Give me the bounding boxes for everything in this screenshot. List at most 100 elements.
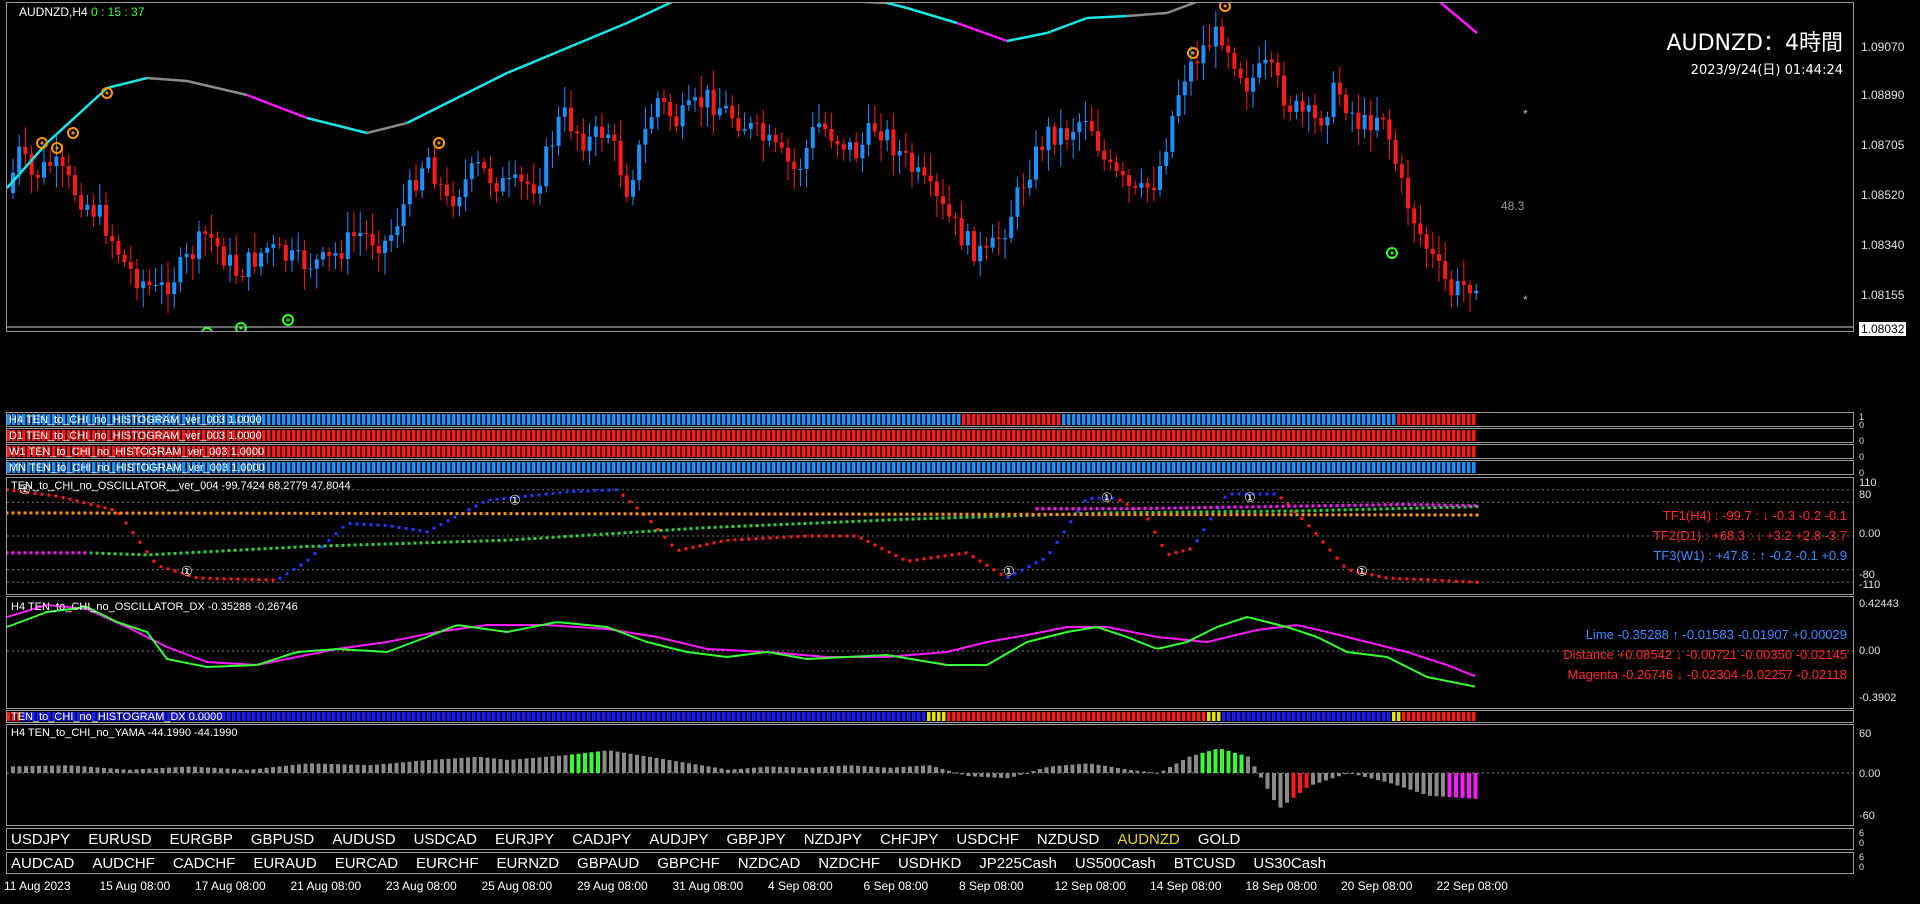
yama-bar (570, 754, 574, 773)
price-tick: 1.09070 (1861, 40, 1905, 54)
symbol-button-gbpjpy[interactable]: GBPJPY (726, 831, 786, 848)
symbol-button-nzdchf[interactable]: NZDCHF (818, 855, 880, 872)
symbol-button-eurusd[interactable]: EURUSD (88, 831, 152, 848)
histogram-bar (797, 462, 801, 473)
yama-bar (849, 765, 854, 773)
tf3-dot (575, 512, 579, 516)
histogram-bar (147, 414, 151, 425)
candle-body (1182, 81, 1187, 96)
symbol-button-us500cash[interactable]: US500Cash (1074, 855, 1156, 872)
oscillator-label: TEN_to_CHI_no_OSCILLATOR__ver_004 -99.74… (11, 480, 351, 492)
candle-body (172, 282, 177, 295)
histogram-bar (1207, 414, 1211, 425)
histogram-bar (172, 446, 176, 457)
histogram-bar (1467, 462, 1471, 473)
tf-magenta-dot (1437, 503, 1441, 507)
histogram-dx-bar (1132, 712, 1136, 721)
tf-magenta-dot (1065, 507, 1069, 511)
histogram-bar (1177, 446, 1181, 457)
histogram-dx-bar (72, 712, 76, 721)
time-axis[interactable]: 11 Aug 2023 15 Aug 08:00 17 Aug 08:00 21 Au… (0, 876, 1920, 904)
histogram-bar (47, 462, 51, 473)
tf3-dot (1085, 512, 1089, 516)
symbol-button-audnzd[interactable]: AUDNZD (1117, 831, 1180, 848)
histogram-strip-mn[interactable]: MN TEN_to_CHI_no_HISTOGRAM_ver_003 1.000… (6, 460, 1854, 475)
symbol-button-usdhkd[interactable]: USDHKD (897, 855, 962, 872)
histogram-strip-h4[interactable]: H4 TEN_to_CHI_no_HISTOGRAM_ver_003 1.000… (6, 412, 1854, 427)
histogram-bar (702, 462, 706, 473)
candle-body (562, 107, 567, 117)
symbol-button-audusd[interactable]: AUDUSD (332, 831, 396, 848)
oscillator-dx-pane[interactable]: H4 TEN_to_CHI_no_OSCILLATOR_DX -0.35288 … (6, 596, 1854, 709)
tf2-dot (527, 537, 531, 541)
histogram-strip-w1[interactable]: W1 TEN_to_CHI_no_HISTOGRAM_ver_003 1.000… (6, 444, 1854, 459)
histogram-bar (1322, 446, 1326, 457)
histogram-bar (752, 446, 756, 457)
tf3-dot (1271, 513, 1275, 517)
symbol-button-gbpchf[interactable]: GBPCHF (657, 855, 720, 872)
tf1-dot (1328, 548, 1332, 552)
symbol-button-euraud[interactable]: EURAUD (253, 855, 317, 872)
tf-magenta-dot (1329, 504, 1333, 508)
symbol-button-audjpy[interactable]: AUDJPY (649, 831, 709, 848)
symbol-button-eurjpy[interactable]: EURJPY (494, 831, 555, 848)
histogram-dx-bar (37, 712, 41, 721)
histogram-bar (97, 446, 101, 457)
histogram-dx-bar (1052, 712, 1056, 721)
histogram-bar (92, 462, 96, 473)
histogram-dx-strip[interactable]: TEN_to_CHI_no_HISTOGRAM_DX 0.0000 (6, 710, 1854, 723)
symbol-button-jp225cash[interactable]: JP225Cash (979, 855, 1057, 872)
histogram-dx-bar (297, 712, 301, 721)
symbol-button-btcusd[interactable]: BTCUSD (1173, 855, 1236, 872)
histogram-bar (1137, 430, 1141, 441)
yama-bar (414, 761, 418, 773)
symbol-button-eurchf[interactable]: EURCHF (416, 855, 479, 872)
candle-body (947, 204, 952, 217)
symbol-button-gbpaud[interactable]: GBPAUD (577, 855, 640, 872)
tf3-dot (197, 511, 201, 515)
tf1-dot (894, 554, 898, 558)
candle-body (1009, 216, 1014, 239)
symbol-button-cadchf[interactable]: CADCHF (172, 855, 236, 872)
symbol-button-nzdcad[interactable]: NZDCAD (737, 855, 801, 872)
symbol-button-eurgbp[interactable]: EURGBP (169, 831, 233, 848)
histogram-bar (292, 462, 296, 473)
candle-body (686, 100, 691, 106)
histogram-dx-bar (1357, 712, 1361, 721)
price-axis[interactable]: 1.09070 1.08890 1.08705 1.08520 1.08340 … (1857, 2, 1920, 336)
tf2-dot (917, 517, 921, 521)
symbol-button-us30cash[interactable]: US30Cash (1253, 855, 1326, 872)
symbol-button-usdcad[interactable]: USDCAD (413, 831, 477, 848)
symbol-button-audchf[interactable]: AUDCHF (92, 855, 155, 872)
symbol-button-eurnzd[interactable]: EURNZD (496, 855, 560, 872)
symbol-button-nzdjpy[interactable]: NZDJPY (803, 831, 863, 848)
histogram-bar (942, 446, 946, 457)
tf1-dot (292, 567, 296, 571)
symbol-button-gbpusd[interactable]: GBPUSD (250, 831, 315, 848)
symbol-button-cadjpy[interactable]: CADJPY (572, 831, 632, 848)
histogram-dx-bar (477, 712, 481, 721)
symbol-button-nzdusd[interactable]: NZDUSD (1036, 831, 1100, 848)
tf3-dot (1451, 513, 1455, 517)
tf-magenta-dot (1179, 506, 1183, 510)
tf1-dot (1237, 492, 1241, 496)
histogram-bar (1262, 446, 1266, 457)
histogram-bar (557, 430, 561, 441)
symbol-button-usdjpy[interactable]: USDJPY (11, 831, 71, 848)
tf-magenta-dot (1359, 503, 1363, 507)
tf1-dot (404, 526, 408, 530)
symbol-button-eurcad[interactable]: EURCAD (334, 855, 399, 872)
symbol-button-usdchf[interactable]: USDCHF (956, 831, 1019, 848)
tf2-dot (1181, 510, 1185, 514)
histogram-strip-d1[interactable]: D1 TEN_to_CHI_no_HISTOGRAM_ver_003 1.000… (6, 428, 1854, 443)
histogram-bar (582, 414, 586, 425)
symbol-button-chfjpy[interactable]: CHFJPY (880, 831, 939, 848)
tf2-dot (533, 536, 537, 540)
histogram-bar (812, 430, 816, 441)
main-chart-pane[interactable]: AUDNZD,H4 0 : 15 : 37 AUDNZD：4時間 2023/9/… (6, 2, 1854, 332)
symbol-button-audcad[interactable]: AUDCAD (11, 855, 75, 872)
yama-pane[interactable]: H4 TEN_to_CHI_no_YAMA -44.1990 -44.1990 (6, 724, 1854, 826)
yama-bar (102, 767, 106, 773)
symbol-button-gold[interactable]: GOLD (1197, 831, 1241, 848)
